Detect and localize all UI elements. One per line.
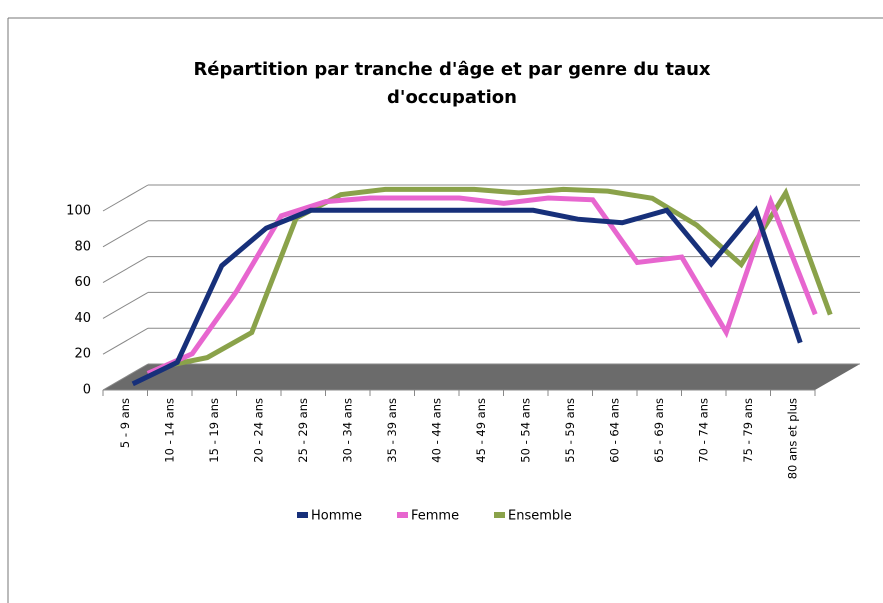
x-tick-label: 65 - 69 ans: [652, 398, 666, 463]
series-line: [146, 194, 818, 376]
legend-swatch: [494, 512, 505, 518]
grid-line-side: [102, 220, 149, 248]
x-tick-label: 10 - 14 ans: [162, 398, 176, 463]
legend-label: Ensemble: [508, 509, 572, 524]
x-tick-label: 25 - 29 ans: [296, 398, 310, 463]
grid-line-side: [102, 291, 149, 319]
y-tick-label: 60: [74, 275, 91, 290]
x-tick-label: 15 - 19 ans: [207, 398, 221, 463]
x-tick-label: 5 - 9 ans: [118, 398, 132, 448]
grid-line-side: [102, 363, 149, 391]
x-tick-label: 30 - 34 ans: [340, 398, 354, 463]
x-tick-label: 40 - 44 ans: [429, 398, 443, 463]
floor: [103, 364, 860, 390]
x-tick-label: 20 - 24 ans: [251, 398, 265, 463]
x-tick-label: 50 - 54 ans: [518, 398, 532, 463]
y-tick-label: 0: [83, 383, 91, 398]
y-tick-label: 40: [74, 311, 91, 326]
chart-title: Répartition par tranche d'âge et par gen…: [193, 59, 710, 80]
x-tick-label: 45 - 49 ans: [474, 398, 488, 463]
chart-title: d'occupation: [387, 87, 517, 108]
grid-line-side: [102, 327, 149, 355]
legend-label: Femme: [411, 509, 459, 524]
series-line: [162, 186, 833, 369]
x-tick-label: 80 ans et plus: [785, 398, 799, 479]
x-tick-label: 75 - 79 ans: [741, 398, 755, 463]
grid-line-side: [102, 184, 149, 212]
grid-line-side: [102, 256, 149, 284]
x-tick-label: 70 - 74 ans: [696, 398, 710, 463]
legend-label: Homme: [311, 509, 362, 524]
y-tick-label: 80: [74, 239, 91, 254]
x-tick-label: 35 - 39 ans: [385, 398, 399, 463]
x-tick-label: 60 - 64 ans: [607, 398, 621, 463]
series-line: [131, 205, 803, 387]
y-tick-label: 20: [74, 347, 91, 362]
y-tick-label: 100: [66, 204, 91, 219]
x-tick-label: 55 - 59 ans: [563, 398, 577, 463]
legend-swatch: [397, 512, 408, 518]
legend-swatch: [297, 512, 308, 518]
